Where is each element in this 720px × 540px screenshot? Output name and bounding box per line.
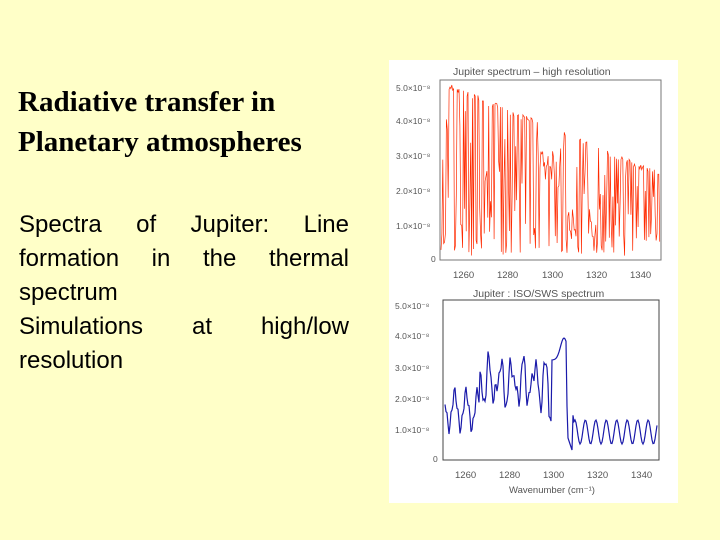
top-xtick-label: 1260 (453, 270, 474, 281)
top-x-axis: 1260 1280 1300 1320 1340 (453, 270, 651, 281)
bottom-xtick-label: 1280 (499, 470, 520, 481)
bottom-spectrum-line (444, 337, 658, 451)
top-panel-title: Jupiter spectrum – high resolution (453, 66, 611, 78)
slide-title: Radiative transfer in Planetary atmosphe… (18, 82, 388, 162)
top-spectrum-line (440, 84, 661, 256)
bottom-xtick-label: 1320 (587, 470, 608, 481)
spectra-image: Jupiter spectrum – high resolution 5.0×1… (395, 66, 662, 496)
bottom-ytick-label: 3.0×10⁻⁸ (395, 363, 430, 373)
top-panel: Jupiter spectrum – high resolution 5.0×1… (396, 66, 662, 281)
top-ytick-label: 4.0×10⁻⁸ (396, 116, 431, 126)
top-ytick-label: 0 (431, 254, 436, 264)
bottom-ytick-label: 2.0×10⁻⁸ (395, 394, 430, 404)
slide-title-line-2: Planetary atmospheres (18, 126, 302, 158)
top-ytick-label: 3.0×10⁻⁸ (396, 151, 431, 161)
bottom-xaxis-label: Wavenumber (cm⁻¹) (509, 485, 595, 496)
body-line-2: formation in the thermal (19, 245, 349, 272)
body-line-4: Simulations at high/low (19, 313, 349, 340)
bottom-ytick-label: 5.0×10⁻⁸ (395, 301, 430, 311)
slide-body-text: Spectra of Jupiter: Line formation in th… (19, 208, 349, 378)
top-xtick-label: 1320 (586, 270, 607, 281)
top-ytick-label: 5.0×10⁻⁸ (396, 83, 431, 93)
bottom-spectrum-trace (444, 337, 658, 451)
bottom-x-axis: 1260 1280 1300 1320 1340 (455, 470, 652, 481)
top-ytick-label: 1.0×10⁻⁸ (396, 221, 431, 231)
top-xtick-label: 1280 (497, 270, 518, 281)
jupiter-spectra-figure: Jupiter spectrum – high resolution 5.0×1… (389, 60, 678, 503)
bottom-ytick-label: 0 (433, 454, 438, 464)
top-xtick-label: 1340 (630, 270, 651, 281)
bottom-y-axis: 5.0×10⁻⁸ 4.0×10⁻⁸ 3.0×10⁻⁸ 2.0×10⁻⁸ 1.0×… (395, 301, 438, 464)
bottom-xtick-label: 1260 (455, 470, 476, 481)
bottom-panel: Jupiter : ISO/SWS spectrum 5.0×10⁻⁸ 4.0×… (395, 288, 660, 496)
top-panel-frame (439, 79, 662, 261)
slide-title-line-1: Radiative transfer in (18, 86, 276, 118)
top-spectrum-trace (440, 84, 661, 256)
bottom-panel-title: Jupiter : ISO/SWS spectrum (473, 288, 605, 300)
bottom-xtick-label: 1300 (543, 470, 564, 481)
top-xtick-label: 1300 (542, 270, 563, 281)
top-y-axis: 5.0×10⁻⁸ 4.0×10⁻⁸ 3.0×10⁻⁸ 2.0×10⁻⁸ 1.0×… (396, 83, 436, 264)
bottom-panel-frame (442, 299, 660, 461)
top-ytick-label: 2.0×10⁻⁸ (396, 186, 431, 196)
body-line-5: resolution (19, 347, 124, 374)
body-line-1: Spectra of Jupiter: Line (19, 211, 349, 238)
body-line-3: spectrum (19, 279, 118, 306)
bottom-ytick-label: 4.0×10⁻⁸ (395, 331, 430, 341)
bottom-xtick-label: 1340 (631, 470, 652, 481)
bottom-ytick-label: 1.0×10⁻⁸ (395, 425, 430, 435)
